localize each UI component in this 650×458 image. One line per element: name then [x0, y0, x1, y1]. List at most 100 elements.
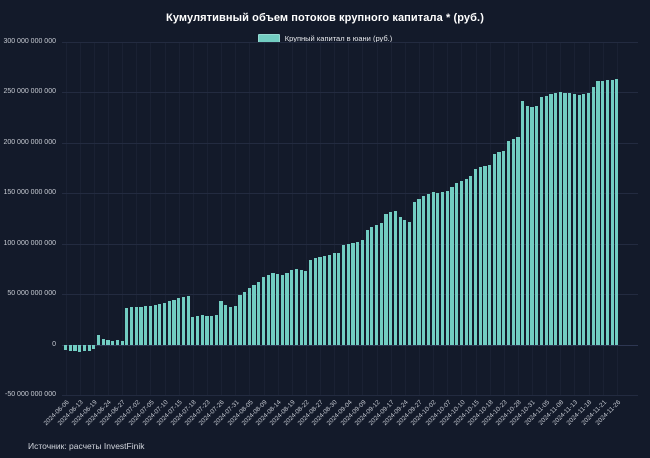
bar[interactable]	[488, 165, 492, 345]
bar[interactable]	[473, 169, 478, 345]
bar[interactable]	[389, 212, 393, 345]
bar[interactable]	[379, 222, 383, 345]
bar[interactable]	[426, 194, 430, 345]
bar[interactable]	[351, 242, 355, 345]
bar[interactable]	[525, 105, 529, 345]
bar[interactable]	[210, 316, 214, 345]
bar[interactable]	[200, 315, 204, 345]
bar[interactable]	[412, 202, 416, 345]
bar[interactable]	[139, 307, 143, 345]
bar[interactable]	[285, 272, 289, 345]
bar[interactable]	[101, 338, 105, 345]
bar[interactable]	[440, 192, 445, 345]
bar[interactable]	[459, 181, 463, 345]
bar[interactable]	[591, 87, 595, 345]
bar[interactable]	[271, 272, 275, 345]
bar[interactable]	[521, 100, 525, 345]
bar[interactable]	[549, 94, 553, 345]
bar[interactable]	[205, 316, 209, 345]
bar[interactable]	[219, 301, 223, 345]
bar[interactable]	[516, 136, 520, 345]
bar[interactable]	[309, 259, 313, 345]
bar[interactable]	[167, 301, 171, 345]
bar[interactable]	[332, 252, 336, 345]
bar[interactable]	[393, 211, 398, 345]
bar[interactable]	[403, 219, 407, 345]
bar[interactable]	[238, 295, 242, 345]
bar[interactable]	[318, 256, 322, 345]
bar[interactable]	[257, 282, 261, 345]
bar[interactable]	[299, 269, 303, 345]
bar[interactable]	[191, 317, 195, 345]
bar[interactable]	[431, 192, 435, 345]
bar[interactable]	[511, 138, 515, 345]
bar[interactable]	[483, 166, 487, 345]
bar[interactable]	[276, 273, 280, 345]
bar[interactable]	[384, 214, 388, 345]
bar[interactable]	[577, 95, 581, 345]
bar[interactable]	[506, 140, 511, 345]
bar[interactable]	[92, 344, 96, 349]
bar[interactable]	[497, 151, 501, 345]
bar[interactable]	[177, 298, 181, 345]
bar[interactable]	[450, 187, 454, 345]
bar[interactable]	[181, 297, 185, 345]
bar[interactable]	[313, 257, 317, 345]
bar[interactable]	[68, 344, 72, 351]
bar[interactable]	[422, 196, 426, 345]
bar[interactable]	[558, 92, 562, 345]
bar[interactable]	[158, 304, 162, 345]
bar[interactable]	[563, 93, 567, 345]
bar[interactable]	[492, 153, 496, 345]
bar[interactable]	[327, 254, 332, 345]
bar[interactable]	[530, 106, 534, 345]
bar[interactable]	[374, 224, 379, 345]
bar[interactable]	[82, 344, 87, 351]
bar[interactable]	[73, 344, 77, 351]
bar[interactable]	[64, 344, 68, 350]
bar[interactable]	[464, 179, 468, 345]
bar[interactable]	[148, 306, 152, 345]
bar[interactable]	[502, 150, 506, 345]
bar[interactable]	[544, 96, 548, 345]
bar[interactable]	[172, 300, 176, 345]
bar[interactable]	[162, 303, 167, 345]
bar[interactable]	[290, 269, 294, 345]
bar[interactable]	[478, 167, 482, 345]
bar[interactable]	[596, 81, 600, 345]
bar[interactable]	[370, 226, 374, 345]
bar[interactable]	[587, 93, 591, 345]
bar[interactable]	[115, 339, 120, 345]
bar[interactable]	[111, 340, 115, 345]
bar[interactable]	[398, 217, 402, 345]
bar[interactable]	[120, 340, 124, 345]
bar[interactable]	[125, 308, 129, 345]
bar[interactable]	[469, 176, 473, 345]
bar[interactable]	[261, 277, 266, 345]
bar[interactable]	[214, 315, 218, 345]
bar[interactable]	[407, 221, 412, 345]
bar[interactable]	[572, 94, 577, 345]
bar[interactable]	[535, 105, 539, 345]
bar[interactable]	[365, 229, 369, 345]
bar[interactable]	[445, 191, 449, 345]
bar[interactable]	[247, 288, 251, 345]
bar[interactable]	[323, 255, 327, 345]
bar[interactable]	[337, 252, 341, 345]
bar[interactable]	[87, 344, 91, 351]
bar[interactable]	[436, 193, 440, 345]
bar[interactable]	[304, 270, 308, 345]
bar[interactable]	[134, 307, 138, 345]
bar[interactable]	[605, 80, 610, 345]
bar[interactable]	[360, 239, 365, 345]
bar[interactable]	[186, 296, 190, 345]
bar[interactable]	[129, 307, 134, 345]
bar[interactable]	[266, 274, 270, 345]
bar[interactable]	[294, 268, 299, 345]
bar[interactable]	[356, 241, 360, 345]
bar[interactable]	[417, 199, 421, 345]
bar[interactable]	[346, 243, 350, 345]
bar[interactable]	[554, 93, 558, 345]
bar[interactable]	[153, 305, 157, 345]
bar[interactable]	[615, 79, 619, 345]
